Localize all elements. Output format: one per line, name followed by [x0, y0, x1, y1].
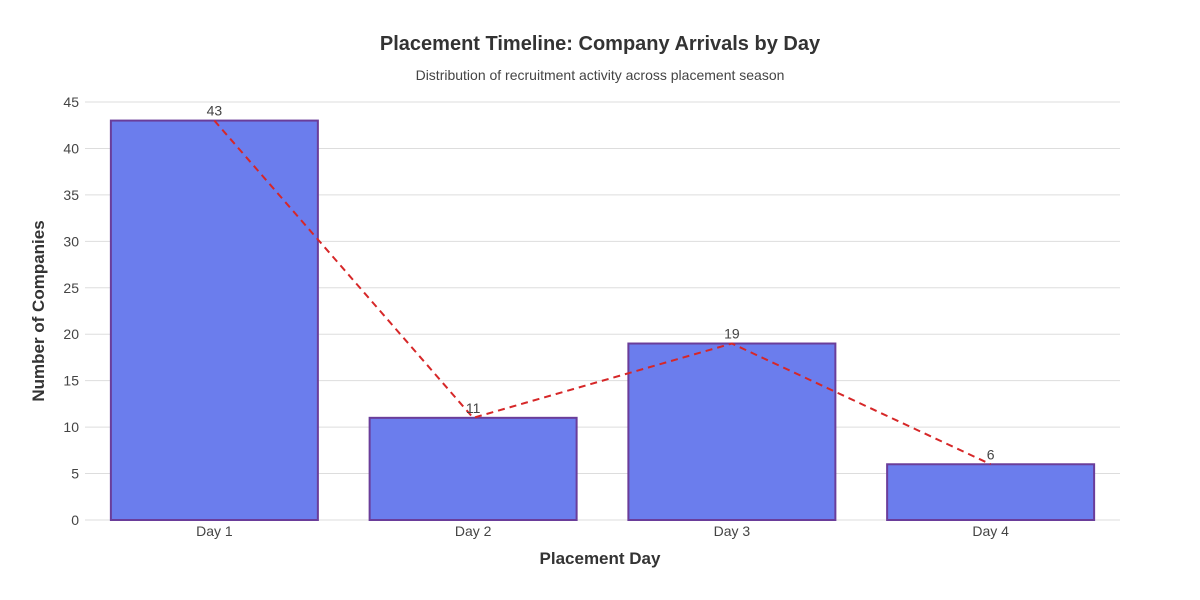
bar-day-2[interactable] [368, 416, 578, 522]
y-tick-label: 5 [71, 466, 79, 482]
trend-line [213, 119, 992, 466]
chart-title: Placement Timeline: Company Arrivals by … [380, 33, 821, 55]
y-axis-ticks: 0 5 10 15 20 25 30 35 40 45 [63, 94, 79, 528]
x-axis-ticks: Day 1 Day 2 Day 3 Day 4 [196, 523, 1009, 539]
data-label: 19 [724, 326, 740, 342]
y-tick-label: 10 [63, 419, 79, 435]
chart-subtitle: Distribution of recruitment activity acr… [416, 67, 785, 83]
y-tick-label: 15 [63, 373, 79, 389]
y-tick-label: 25 [63, 280, 79, 296]
bar-day-1[interactable] [109, 119, 319, 521]
x-tick-label: Day 3 [714, 523, 751, 539]
data-label: 6 [987, 446, 995, 462]
data-label: 11 [466, 400, 481, 416]
y-tick-label: 40 [63, 140, 79, 156]
data-label: 43 [207, 103, 223, 119]
x-tick-label: Day 4 [972, 523, 1009, 539]
y-tick-label: 35 [63, 187, 79, 203]
y-tick-label: 30 [63, 233, 79, 249]
y-tick-label: 45 [63, 94, 79, 110]
y-tick-label: 20 [63, 326, 79, 342]
y-tick-label: 0 [71, 512, 79, 528]
trend-line-layer [213, 119, 992, 466]
x-tick-label: Day 1 [196, 523, 233, 539]
y-axis-title: Number of Companies [29, 220, 48, 401]
x-tick-label: Day 2 [455, 523, 492, 539]
bars [109, 119, 1096, 522]
bar-day-4[interactable] [886, 463, 1096, 521]
x-axis-title: Placement Day [540, 549, 661, 568]
bar-day-3[interactable] [627, 342, 837, 521]
data-labels: 43 11 19 6 [207, 103, 995, 463]
